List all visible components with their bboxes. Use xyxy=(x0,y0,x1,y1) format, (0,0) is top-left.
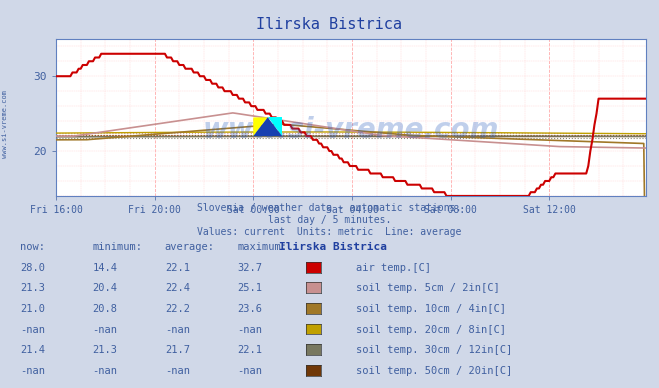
Text: 21.7: 21.7 xyxy=(165,345,190,355)
Text: 22.1: 22.1 xyxy=(237,345,262,355)
Text: 21.0: 21.0 xyxy=(20,304,45,314)
Polygon shape xyxy=(268,117,282,136)
Text: 22.2: 22.2 xyxy=(165,304,190,314)
Text: soil temp. 10cm / 4in[C]: soil temp. 10cm / 4in[C] xyxy=(356,304,506,314)
Text: minimum:: minimum: xyxy=(92,242,142,252)
Text: 21.4: 21.4 xyxy=(20,345,45,355)
Text: 20.4: 20.4 xyxy=(92,283,117,293)
Text: 21.3: 21.3 xyxy=(92,345,117,355)
Text: last day / 5 minutes.: last day / 5 minutes. xyxy=(268,215,391,225)
Text: -nan: -nan xyxy=(92,324,117,334)
Text: soil temp. 50cm / 20in[C]: soil temp. 50cm / 20in[C] xyxy=(356,365,512,376)
Text: average:: average: xyxy=(165,242,215,252)
Text: 22.1: 22.1 xyxy=(165,263,190,273)
Text: soil temp. 5cm / 2in[C]: soil temp. 5cm / 2in[C] xyxy=(356,283,500,293)
Text: 25.1: 25.1 xyxy=(237,283,262,293)
Text: www.si-vreme.com: www.si-vreme.com xyxy=(203,116,499,144)
Polygon shape xyxy=(253,117,268,136)
Text: maximum:: maximum: xyxy=(237,242,287,252)
Text: 22.4: 22.4 xyxy=(165,283,190,293)
Text: Ilirska Bistrica: Ilirska Bistrica xyxy=(256,17,403,33)
Polygon shape xyxy=(253,117,282,136)
Text: 23.6: 23.6 xyxy=(237,304,262,314)
Text: 28.0: 28.0 xyxy=(20,263,45,273)
Text: 20.8: 20.8 xyxy=(92,304,117,314)
Text: -nan: -nan xyxy=(20,365,45,376)
Text: -nan: -nan xyxy=(237,365,262,376)
Text: -nan: -nan xyxy=(92,365,117,376)
Text: 14.4: 14.4 xyxy=(92,263,117,273)
Text: -nan: -nan xyxy=(20,324,45,334)
Text: Ilirska Bistrica: Ilirska Bistrica xyxy=(279,242,387,252)
Text: soil temp. 30cm / 12in[C]: soil temp. 30cm / 12in[C] xyxy=(356,345,512,355)
Text: -nan: -nan xyxy=(165,324,190,334)
Text: -nan: -nan xyxy=(237,324,262,334)
Text: 32.7: 32.7 xyxy=(237,263,262,273)
Text: soil temp. 20cm / 8in[C]: soil temp. 20cm / 8in[C] xyxy=(356,324,506,334)
Text: 21.3: 21.3 xyxy=(20,283,45,293)
Text: -nan: -nan xyxy=(165,365,190,376)
Text: air temp.[C]: air temp.[C] xyxy=(356,263,431,273)
Text: Values: current  Units: metric  Line: average: Values: current Units: metric Line: aver… xyxy=(197,227,462,237)
Text: www.si-vreme.com: www.si-vreme.com xyxy=(2,90,9,158)
Text: now:: now: xyxy=(20,242,45,252)
Text: Slovenia / weather data - automatic stations.: Slovenia / weather data - automatic stat… xyxy=(197,203,462,213)
